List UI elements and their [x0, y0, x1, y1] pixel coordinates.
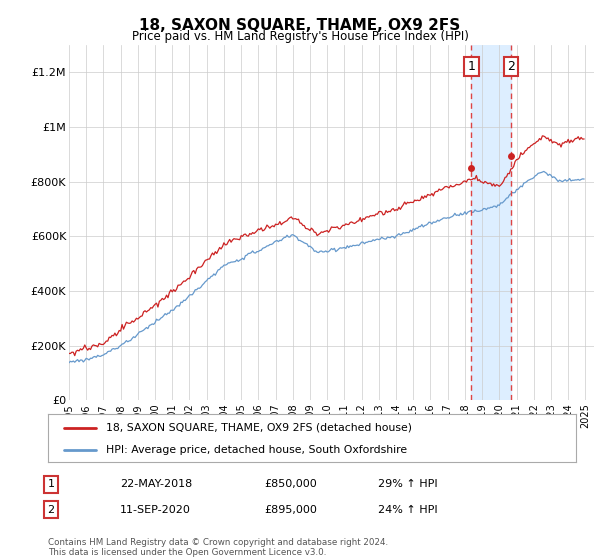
Text: 18, SAXON SQUARE, THAME, OX9 2FS: 18, SAXON SQUARE, THAME, OX9 2FS	[139, 18, 461, 33]
Text: 18, SAXON SQUARE, THAME, OX9 2FS (detached house): 18, SAXON SQUARE, THAME, OX9 2FS (detach…	[106, 423, 412, 433]
Text: 22-MAY-2018: 22-MAY-2018	[120, 479, 192, 489]
Text: Price paid vs. HM Land Registry's House Price Index (HPI): Price paid vs. HM Land Registry's House …	[131, 30, 469, 43]
Text: £895,000: £895,000	[264, 505, 317, 515]
Text: 11-SEP-2020: 11-SEP-2020	[120, 505, 191, 515]
Text: 24% ↑ HPI: 24% ↑ HPI	[378, 505, 437, 515]
Text: 1: 1	[47, 479, 55, 489]
Text: Contains HM Land Registry data © Crown copyright and database right 2024.
This d: Contains HM Land Registry data © Crown c…	[48, 538, 388, 557]
Text: £850,000: £850,000	[264, 479, 317, 489]
Bar	[472, 45, 511, 400]
Text: HPI: Average price, detached house, South Oxfordshire: HPI: Average price, detached house, Sout…	[106, 445, 407, 455]
Text: 1: 1	[467, 60, 475, 73]
Text: 2: 2	[47, 505, 55, 515]
Text: 29% ↑ HPI: 29% ↑ HPI	[378, 479, 437, 489]
Text: 2: 2	[508, 60, 515, 73]
